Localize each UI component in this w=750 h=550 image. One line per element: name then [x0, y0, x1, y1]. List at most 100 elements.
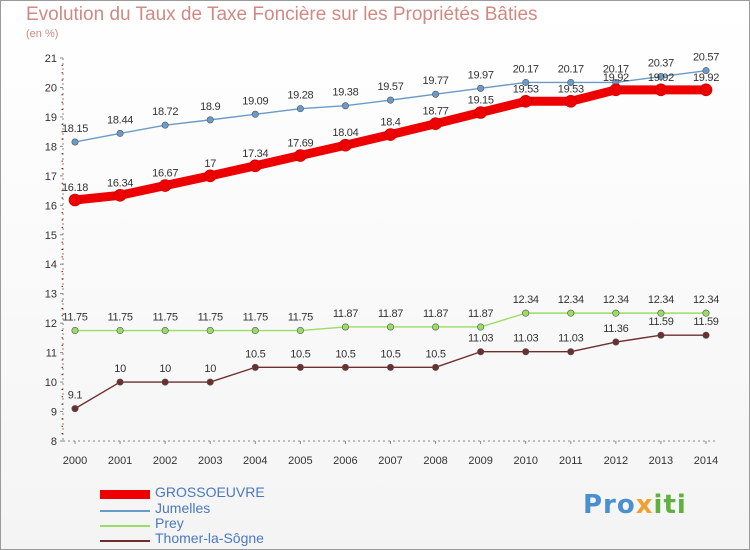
data-label: 10 [159, 363, 171, 375]
data-label: 20.57 [693, 52, 719, 64]
y-tick-label: 17 [45, 171, 57, 183]
data-label: 19.57 [377, 81, 403, 93]
data-point [567, 309, 575, 317]
data-label: 10.5 [425, 348, 445, 360]
data-point [296, 363, 304, 371]
data-label: 11.87 [423, 308, 448, 320]
data-label: 12.34 [513, 294, 539, 306]
data-point [432, 363, 440, 371]
series-jumelles: 18.15 18.44 18.72 18.9 19.09 19.28 19.38 19.57 1… [62, 52, 719, 146]
data-label: 11.75 [62, 312, 87, 324]
x-tick-label: 2006 [333, 455, 357, 467]
data-point [251, 327, 259, 335]
data-point [161, 121, 169, 129]
data-point [432, 90, 440, 98]
legend-label-grossoeuvre: GROSSOEUVRE [155, 484, 265, 500]
data-label: 17 [204, 158, 216, 170]
x-tick-label: 2008 [423, 455, 447, 467]
series-thomer-la-s-gne: 9.1 10 10 10 10.5 10.5 10.5 10.5 10.5 11.03 11.03 1… [68, 316, 719, 413]
data-label: 11.75 [198, 312, 223, 324]
chart-subtitle: (en %) [26, 28, 59, 40]
data-point [567, 348, 575, 356]
data-point [206, 116, 214, 124]
data-label: 11.59 [648, 316, 673, 328]
data-point [341, 102, 349, 110]
data-label: 16.67 [152, 168, 178, 180]
data-point [386, 96, 394, 104]
y-tick-label: 16 [45, 200, 57, 212]
x-tick-label: 2009 [468, 455, 492, 467]
logo-text-c: iti [653, 490, 687, 520]
legend-swatch-prey [100, 525, 150, 527]
data-label: 19.09 [242, 95, 268, 107]
data-point [116, 378, 124, 386]
data-point [339, 138, 352, 152]
y-tick-label: 9 [51, 407, 57, 419]
x-tick-label: 2010 [513, 455, 537, 467]
data-label: 19.77 [423, 75, 449, 87]
data-label: 19.92 [693, 72, 719, 84]
data-point [657, 309, 665, 317]
data-point [612, 309, 620, 317]
data-label: 20.17 [603, 63, 629, 75]
data-label: 19.28 [287, 90, 313, 102]
data-label: 19.38 [332, 87, 358, 99]
data-label: 10.5 [335, 348, 355, 360]
data-point [522, 348, 530, 356]
data-label: 18.77 [423, 106, 449, 118]
legend-swatch-jumelles [100, 510, 150, 512]
data-point [522, 78, 530, 86]
data-point [432, 323, 440, 331]
data-label: 19.97 [468, 69, 494, 81]
data-point [296, 327, 304, 335]
data-point [564, 95, 578, 108]
data-label: 12.34 [648, 294, 674, 306]
y-tick-label: 14 [45, 259, 57, 271]
x-tick-label: 2000 [63, 455, 87, 467]
data-point [477, 84, 485, 92]
data-point [702, 309, 710, 317]
series-prey: 11.75 11.75 11.75 11.75 11.75 11.75 11.87 11.87… [62, 294, 719, 335]
data-point [702, 67, 710, 75]
data-label: 18.15 [62, 123, 88, 135]
data-label: 11.87 [468, 308, 493, 320]
data-point [341, 363, 349, 371]
data-label: 20.17 [558, 63, 584, 75]
data-point [654, 83, 668, 97]
data-point [161, 378, 169, 386]
x-tick-label: 2002 [153, 455, 177, 467]
data-label: 10 [114, 363, 126, 375]
x-tick-label: 2014 [694, 455, 718, 467]
data-label: 19.53 [513, 83, 539, 95]
data-point [203, 169, 217, 183]
x-tick-label: 2011 [559, 455, 583, 467]
chart-title: Evolution du Taux de Taxe Foncière sur l… [26, 4, 538, 25]
data-point [702, 331, 710, 339]
logo-text-b: x [635, 490, 654, 520]
data-point [657, 331, 665, 339]
x-tick-label: 2005 [288, 455, 312, 467]
data-label: 16.34 [107, 177, 133, 189]
y-tick-label: 19 [45, 112, 57, 124]
y-tick-label: 10 [45, 377, 57, 389]
data-point [567, 78, 575, 86]
data-point [158, 179, 172, 192]
data-label: 10.5 [380, 348, 400, 360]
data-point [386, 323, 394, 331]
legend-swatch-grossoeuvre [100, 490, 150, 499]
x-tick-label: 2001 [108, 455, 132, 467]
data-point [609, 83, 623, 97]
data-point [612, 338, 620, 346]
data-point [429, 117, 442, 130]
legend-label-prey: Prey [155, 515, 184, 531]
data-point [341, 323, 349, 331]
data-label: 20.37 [648, 58, 674, 70]
data-point [477, 348, 485, 356]
legend-label-thomer: Thomer-la-Sôgne [155, 530, 264, 546]
data-label: 10.5 [245, 348, 265, 360]
y-tick-label: 21 [45, 53, 57, 65]
y-tick-label: 18 [45, 141, 57, 153]
data-label: 16.18 [62, 182, 88, 194]
data-point [474, 106, 487, 119]
